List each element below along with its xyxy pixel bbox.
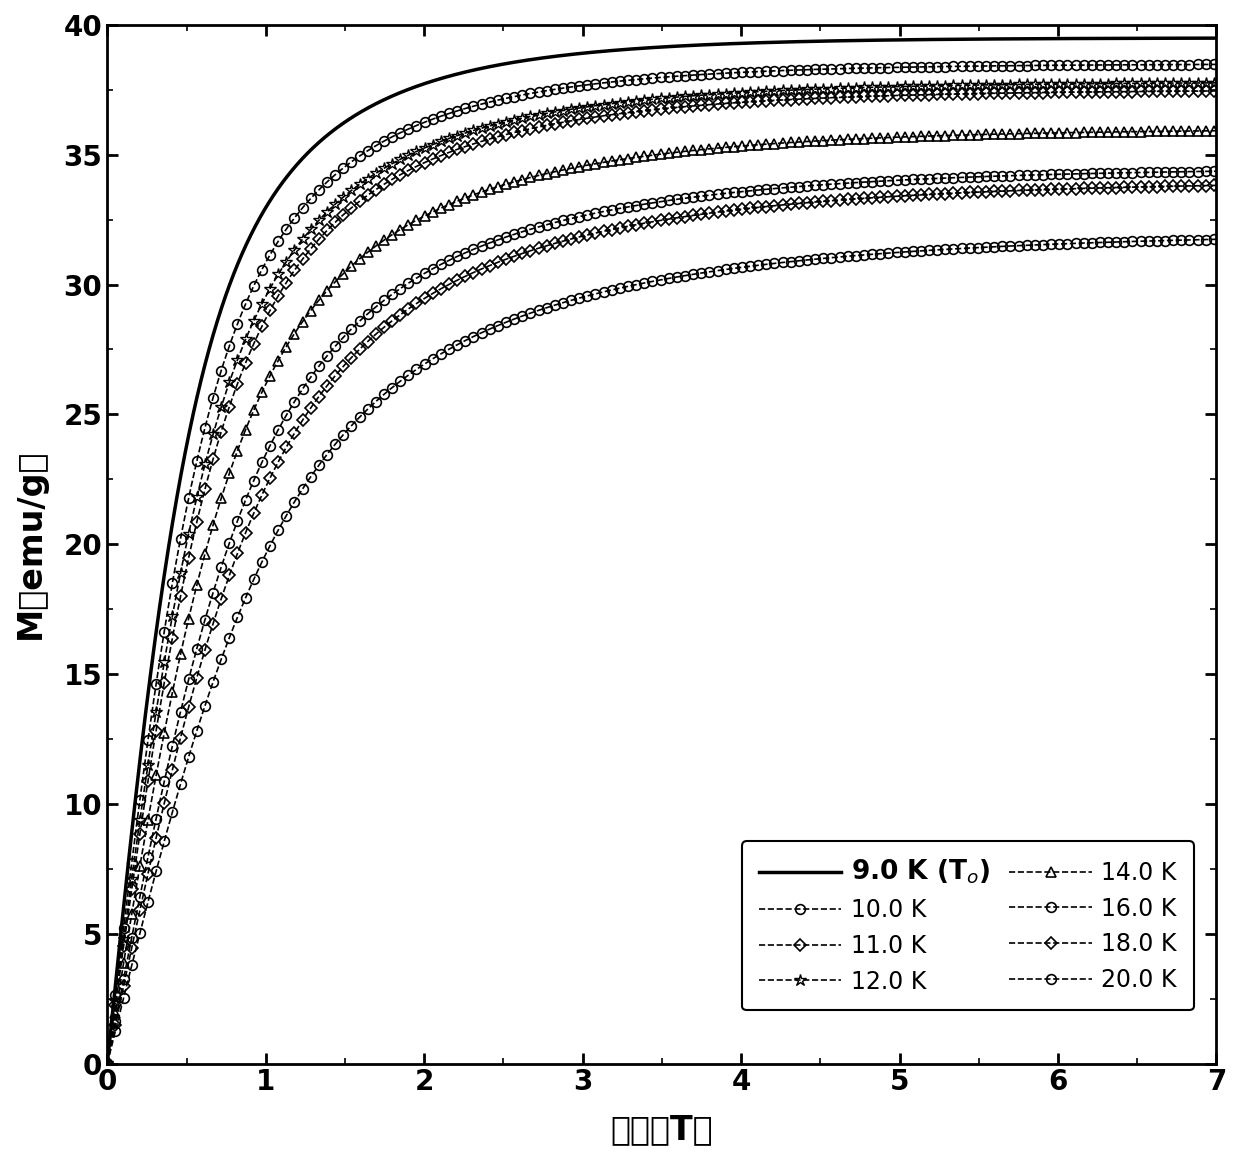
X-axis label: 磁场（T）: 磁场（T） (610, 1114, 713, 1146)
Y-axis label: M（emu/g）: M（emu/g） (14, 449, 47, 639)
Legend: 9.0 K (T$_o$), 10.0 K, 11.0 K, 12.0 K, 14.0 K, 16.0 K, 18.0 K, 20.0 K: 9.0 K (T$_o$), 10.0 K, 11.0 K, 12.0 K, 1… (743, 841, 1194, 1010)
